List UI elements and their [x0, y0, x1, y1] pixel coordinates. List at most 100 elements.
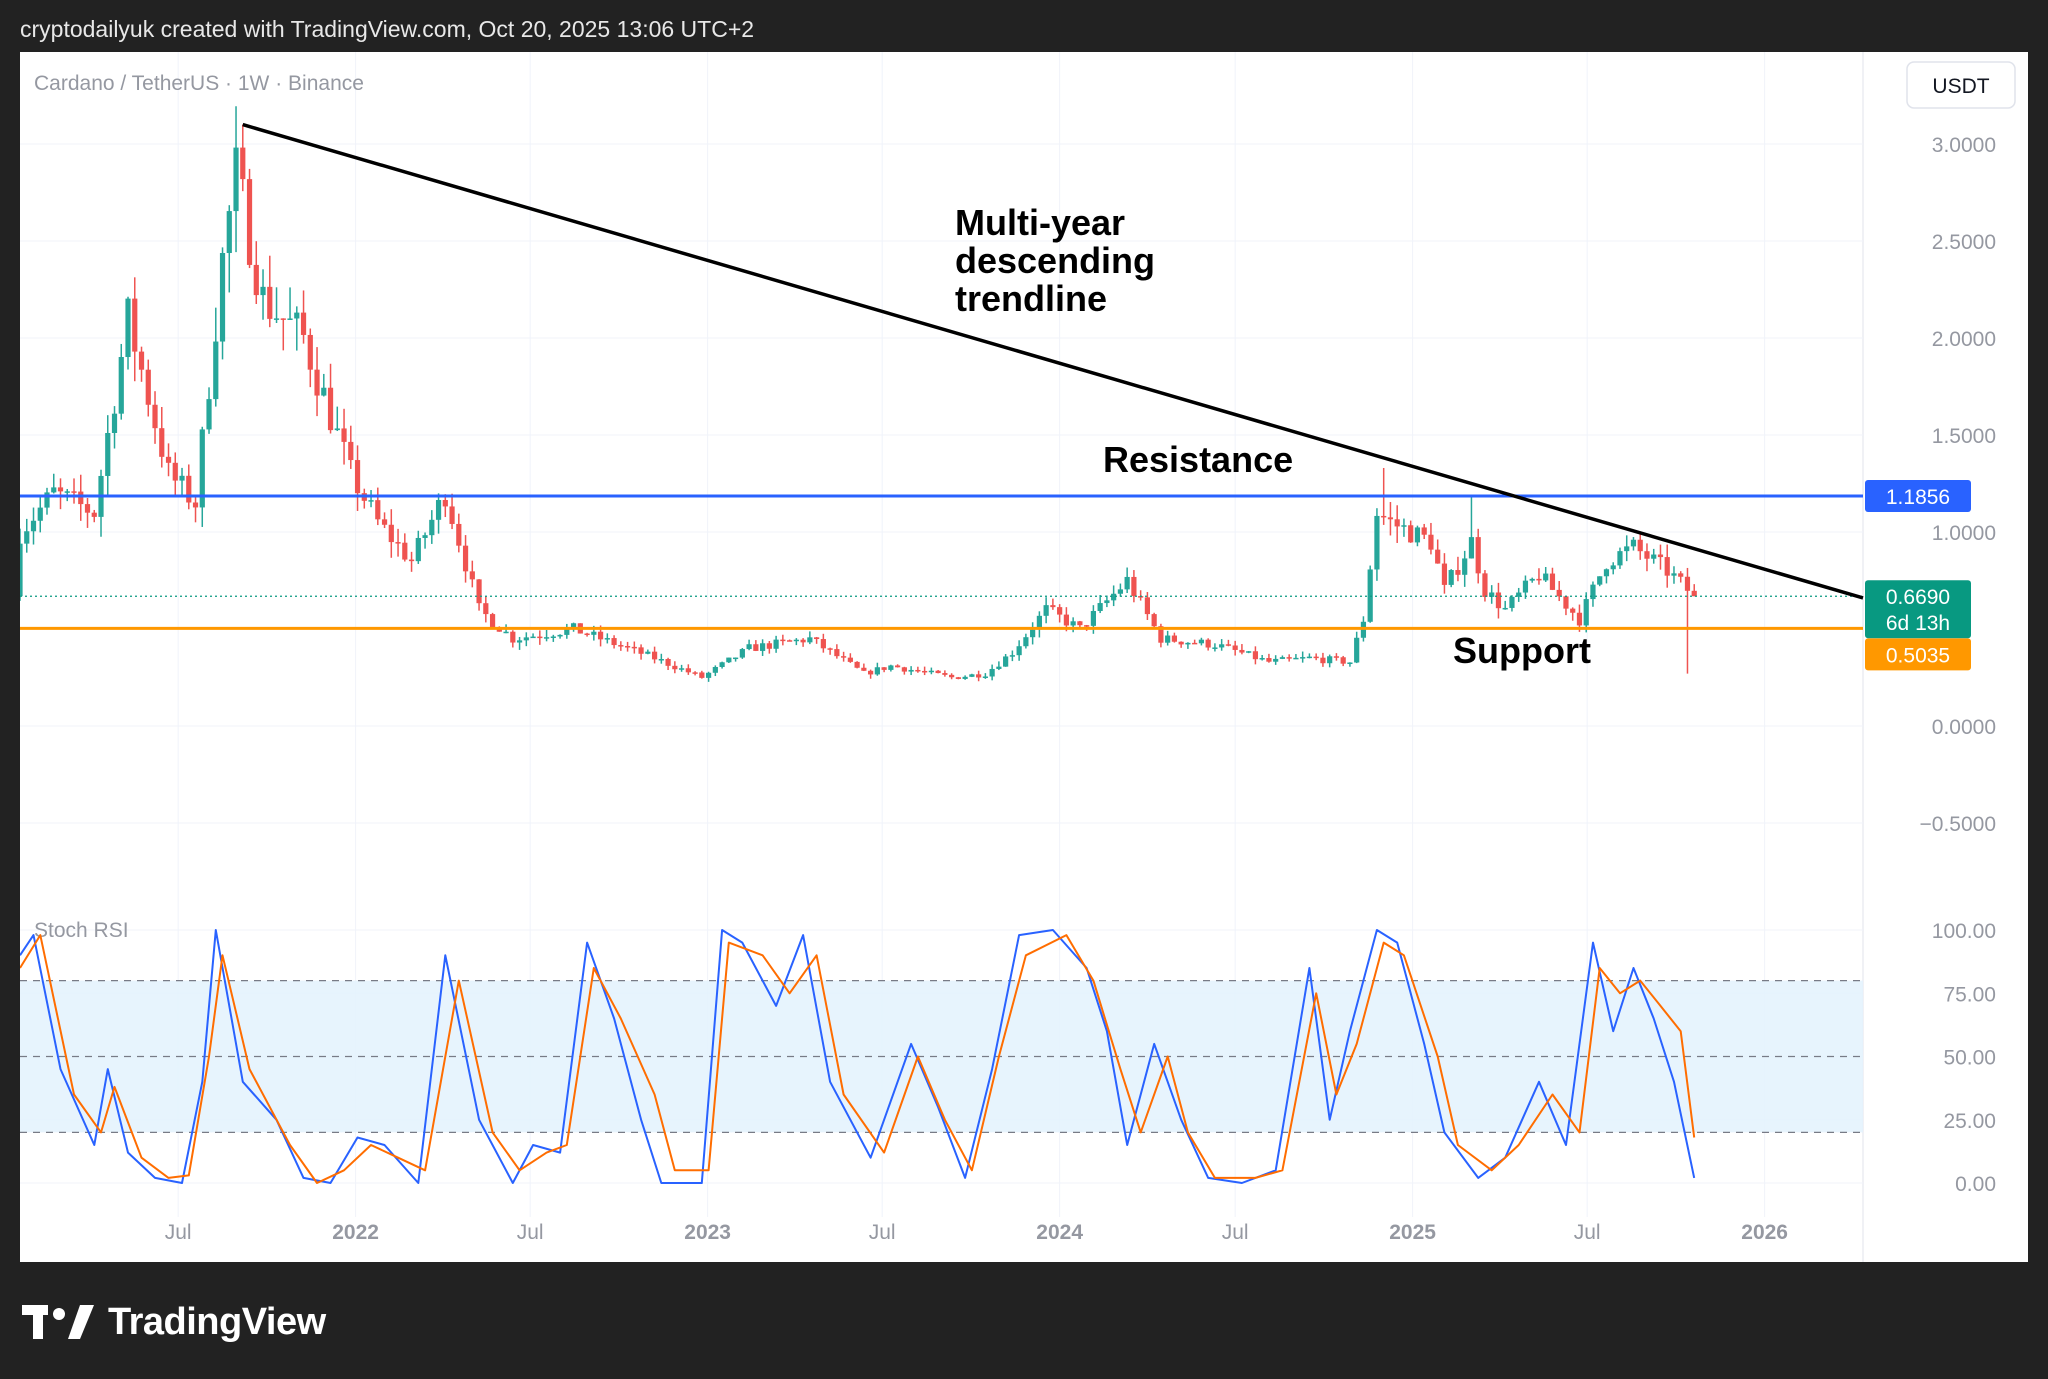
candle-body — [280, 318, 286, 320]
candle — [1462, 550, 1468, 587]
candle — [658, 653, 664, 664]
candle-body — [645, 651, 651, 654]
candle-body — [1435, 549, 1441, 564]
candle — [1293, 654, 1299, 660]
candle-body — [206, 399, 212, 430]
candle — [1421, 523, 1427, 540]
candle-body — [895, 665, 901, 668]
candle-body — [591, 631, 597, 635]
candle — [827, 647, 833, 655]
time-axis-label: 2022 — [332, 1221, 379, 1244]
candle — [213, 307, 219, 407]
candle-body — [20, 543, 23, 597]
candle — [1198, 637, 1205, 646]
candle — [51, 473, 57, 494]
candle-body — [537, 636, 543, 639]
candle-body — [1678, 573, 1684, 577]
time-axis-label: Jul — [517, 1221, 544, 1244]
candle — [321, 373, 327, 397]
candle-body — [1252, 651, 1259, 660]
candle-body — [1151, 614, 1157, 627]
candle — [1003, 653, 1009, 667]
candle-body — [388, 524, 394, 543]
chart-frame: Multi-year descending trendline Resistance S… — [20, 52, 2028, 1262]
candle-body — [516, 640, 523, 643]
candle — [1435, 539, 1441, 564]
candle — [1279, 655, 1286, 660]
candle-body — [766, 643, 772, 649]
candle-body — [1057, 607, 1063, 615]
candle-body — [24, 531, 30, 544]
candle — [1428, 522, 1434, 555]
price-tick-label: 1.5000 — [1932, 425, 1996, 448]
candle-body — [1657, 554, 1664, 558]
candle-body — [942, 673, 948, 675]
candle-body — [1421, 527, 1427, 535]
candle-body — [1394, 519, 1400, 527]
support-price-tag-text: 0.5035 — [1886, 644, 1950, 667]
candle — [1617, 547, 1623, 569]
candle-body — [874, 667, 880, 675]
candle-body — [1522, 580, 1529, 593]
candle — [30, 507, 37, 545]
candle — [874, 662, 880, 676]
candle-body — [294, 312, 300, 319]
candle — [1185, 642, 1191, 649]
candle-body — [732, 657, 739, 660]
candle — [226, 205, 232, 293]
candle — [1165, 630, 1171, 646]
candle — [1259, 654, 1265, 661]
candle-body — [618, 645, 624, 647]
candle-body — [51, 487, 57, 493]
candle-body — [64, 491, 70, 493]
candle — [402, 533, 408, 562]
candle — [820, 633, 826, 653]
tradingview-logo-text: TradingView — [108, 1300, 326, 1343]
candle — [901, 666, 907, 675]
currency-button[interactable]: USDT — [1906, 61, 2016, 109]
candle-body — [1691, 590, 1697, 597]
candle — [1286, 654, 1292, 662]
candle — [1252, 646, 1259, 665]
candle — [1036, 611, 1042, 638]
candle-body — [604, 638, 610, 640]
candle — [962, 675, 968, 680]
candle — [105, 415, 111, 498]
candle — [354, 445, 361, 511]
candle — [341, 408, 347, 465]
candle — [456, 513, 462, 553]
candle — [955, 676, 961, 680]
current-price-tag: 0.6690 6d 13h — [1865, 580, 1971, 639]
candle-body — [287, 318, 293, 320]
candle — [949, 673, 955, 680]
candle — [1306, 653, 1313, 659]
candle-body — [1549, 573, 1556, 590]
candle-body — [1138, 596, 1144, 598]
candle — [895, 664, 901, 668]
candle-body — [847, 657, 853, 662]
resistance-price-tag-bg — [1865, 479, 1971, 512]
candle-body — [996, 666, 1002, 669]
candle — [814, 636, 820, 644]
candle — [1313, 653, 1319, 661]
candle — [1192, 639, 1198, 645]
candle-body — [1543, 573, 1549, 581]
candle-body — [469, 571, 475, 580]
candle-body — [408, 559, 415, 562]
candle-body — [105, 432, 111, 476]
candle — [1178, 641, 1184, 648]
candle — [219, 247, 226, 360]
candle — [739, 647, 745, 659]
candle-body — [1259, 658, 1265, 660]
candle — [429, 510, 435, 544]
candle — [982, 673, 988, 679]
candle-body — [760, 643, 766, 651]
candle-body — [402, 542, 408, 560]
candle — [969, 673, 975, 678]
candle-body — [1414, 527, 1421, 543]
candle — [91, 509, 97, 523]
candle-body — [1084, 625, 1090, 627]
candle — [604, 633, 610, 644]
candle — [1104, 595, 1110, 608]
